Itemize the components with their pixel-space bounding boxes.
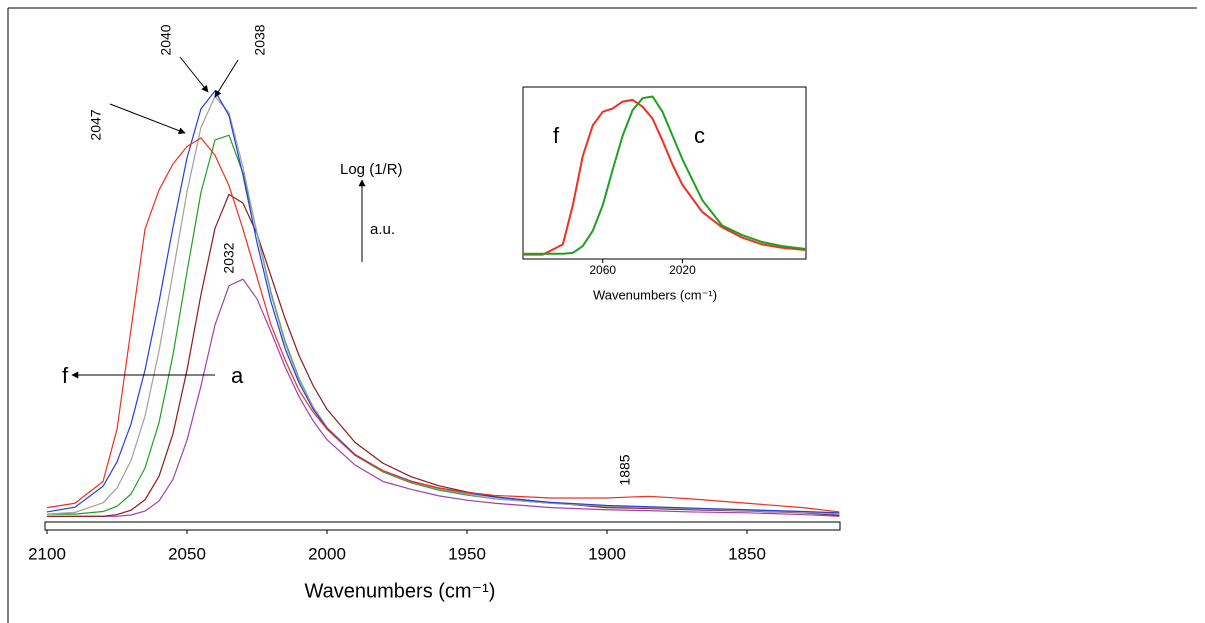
x-tick-label: 1850 [728,544,766,563]
annotation-arrow [109,103,186,134]
annotation: a [231,363,244,388]
spectrum-line [47,278,840,517]
annotation: 2040 [158,24,174,55]
x-tick-label: 2100 [28,544,66,563]
x-axis-label: Wavenumbers (cm⁻¹) [305,580,496,602]
annotation: 2047 [88,109,104,140]
x-tick-label: 2060 [589,263,616,277]
annotation: f [553,123,560,148]
annotation-arrow [179,56,209,93]
spectrum-line [47,193,840,517]
x-axis-label: Wavenumbers (cm⁻¹) [593,287,717,302]
spectrum-line [523,95,807,255]
annotation: Log (1/R) [340,161,403,178]
x-tick-label: 2000 [308,544,346,563]
annotation: 2032 [221,242,237,273]
annotation: a.u. [370,221,395,238]
spectrum-line [523,98,807,256]
spectrum-line [46,95,840,515]
x-tick-label: 2020 [669,263,696,277]
x-tick-label: 2050 [168,544,206,563]
annotation: 2038 [252,24,268,55]
spectrum-line [46,137,840,513]
spectrum-line [46,90,840,514]
annotation: f [62,363,69,388]
x-tick-label: 1950 [448,544,486,563]
x-tick-label: 1900 [588,544,626,563]
annotation-arrow [214,59,239,98]
x-axis-bar [44,521,841,531]
annotation: c [694,123,705,148]
annotation: 1885 [617,454,633,485]
